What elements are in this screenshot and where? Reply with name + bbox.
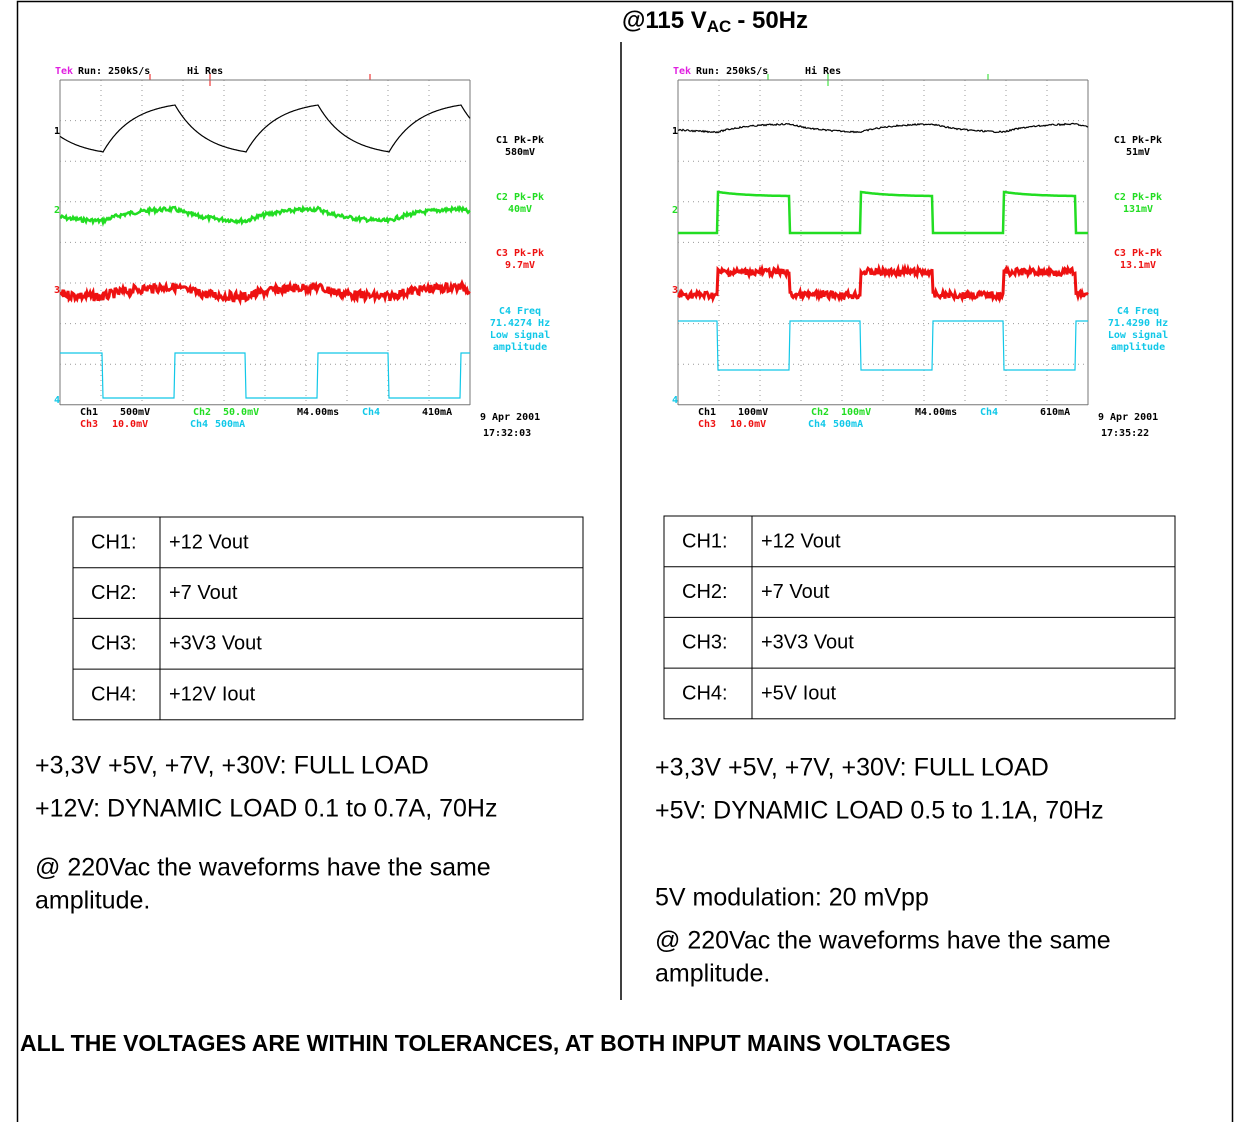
channel-marker: 2 <box>672 205 678 216</box>
scope-date: 9 Apr 2001 <box>480 412 540 423</box>
note: amplitude. <box>655 960 770 988</box>
note: +12V: DYNAMIC LOAD 0.1 to 0.7A, 70Hz <box>35 795 497 823</box>
footer: ALL THE VOLTAGES ARE WITHIN TOLERANCES, … <box>20 1030 951 1056</box>
table-cell: +3V3 Vout <box>169 633 262 655</box>
measurement: Low signal <box>1108 329 1168 341</box>
measurement: C1 Pk-Pk <box>496 135 544 146</box>
table-cell: CH1: <box>91 531 137 553</box>
table-cell: CH4: <box>682 682 728 704</box>
scope-brand: Tek <box>673 66 691 77</box>
scope-mode: Hi Res <box>187 65 223 77</box>
scope-setting: M4.00ms <box>915 407 957 418</box>
measurement: 580mV <box>505 147 535 158</box>
scope-date: 9 Apr 2001 <box>1098 412 1158 423</box>
scope-setting: Ch4 <box>980 407 998 418</box>
table-cell: CH3: <box>682 632 728 654</box>
scope-setting: Ch4 <box>808 419 826 430</box>
measurement: C2 Pk-Pk <box>496 192 544 203</box>
table-cell: +7 Vout <box>169 582 238 604</box>
note: 5V modulation: 20 mVpp <box>655 884 929 912</box>
scope-setting: 500mA <box>833 419 863 430</box>
title-suffix: - 50Hz <box>737 7 808 34</box>
measurement: Low signal <box>490 329 550 341</box>
note: +3,3V +5V, +7V, +30V: FULL LOAD <box>35 752 429 780</box>
channel-marker: 3 <box>54 285 60 296</box>
scope-setting: Ch1 <box>80 407 98 418</box>
measurement: 71.4290 Hz <box>1108 318 1168 329</box>
measurement: amplitude <box>1111 341 1165 353</box>
scope-setting: 100mV <box>738 407 768 418</box>
title-subscript: AC <box>707 17 732 36</box>
trace <box>60 105 470 152</box>
scope-setting: Ch3 <box>80 419 98 430</box>
measurement: C3 Pk-Pk <box>1114 248 1162 259</box>
note: @ 220Vac the waveforms have the same <box>35 854 491 882</box>
table-cell: +12V Iout <box>169 683 256 705</box>
scope-time: 17:32:03 <box>483 428 531 439</box>
measurement: C4 Freq <box>499 306 541 317</box>
table-cell: CH2: <box>682 581 728 603</box>
measurement: C2 Pk-Pk <box>1114 192 1162 203</box>
table-cell: +12 Vout <box>169 531 249 553</box>
measurement: 51mV <box>1126 147 1150 158</box>
title: @115 VAC - 50Hz <box>622 7 808 36</box>
scope-setting: 610mA <box>1040 407 1070 418</box>
table-cell: +5V Iout <box>761 682 837 704</box>
scope-setting: Ch3 <box>698 419 716 430</box>
trace <box>678 192 1088 233</box>
scope-setting: Ch4 <box>362 407 380 418</box>
note: +3,3V +5V, +7V, +30V: FULL LOAD <box>655 754 1049 782</box>
table-cell: CH4: <box>91 683 137 705</box>
table-cell: +12 Vout <box>761 530 841 552</box>
scope-setting: Ch4 <box>190 419 208 430</box>
measurement: 13.1mV <box>1120 260 1156 271</box>
table-cell: CH2: <box>91 582 137 604</box>
channel-marker: 1 <box>54 126 60 137</box>
scope-setting: 10.0mV <box>112 419 148 430</box>
scope-setting: 50.0mV <box>223 407 259 418</box>
channel-marker: 2 <box>54 205 60 216</box>
measurement: C1 Pk-Pk <box>1114 135 1162 146</box>
scope-setting: 100mV <box>841 407 871 418</box>
scope-brand: Tek <box>55 66 73 77</box>
measurement: amplitude <box>493 341 547 353</box>
page: @115 VAC - 50Hz ALL THE VOLTAGES ARE WITH… <box>0 0 1239 1122</box>
scope-setting: Ch1 <box>698 407 716 418</box>
scope-time: 17:35:22 <box>1101 428 1149 439</box>
scope-setting: Ch2 <box>811 407 829 418</box>
scope-run: Run: 250kS/s <box>78 66 150 77</box>
note: @ 220Vac the waveforms have the same <box>655 927 1111 955</box>
channel-marker: 1 <box>672 126 678 137</box>
measurement: C3 Pk-Pk <box>496 248 544 259</box>
scope-setting: 410mA <box>422 407 452 418</box>
channel-marker: 4 <box>672 395 678 406</box>
channel-marker: 3 <box>672 285 678 296</box>
scope-run: Run: 250kS/s <box>696 66 768 77</box>
measurement: 40mV <box>508 204 532 215</box>
measurement: 71.4274 Hz <box>490 318 550 329</box>
measurement: 9.7mV <box>505 260 535 271</box>
table-cell: +7 Vout <box>761 581 830 603</box>
note: amplitude. <box>35 887 150 915</box>
table-cell: CH1: <box>682 530 728 552</box>
scope-setting: 500mA <box>215 419 245 430</box>
table-cell: CH3: <box>91 633 137 655</box>
scope-setting: 10.0mV <box>730 419 766 430</box>
measurement: C4 Freq <box>1117 306 1159 317</box>
measurement: 131mV <box>1123 204 1153 215</box>
scope-mode: Hi Res <box>805 65 841 77</box>
channel-marker: 4 <box>54 395 60 406</box>
scope-setting: 500mV <box>120 407 150 418</box>
table-cell: +3V3 Vout <box>761 632 854 654</box>
trace <box>678 123 1088 132</box>
scope-setting: Ch2 <box>193 407 211 418</box>
scope-setting: M4.00ms <box>297 407 339 418</box>
note: +5V: DYNAMIC LOAD 0.5 to 1.1A, 70Hz <box>655 797 1104 825</box>
title-main: @115 V <box>622 7 707 34</box>
